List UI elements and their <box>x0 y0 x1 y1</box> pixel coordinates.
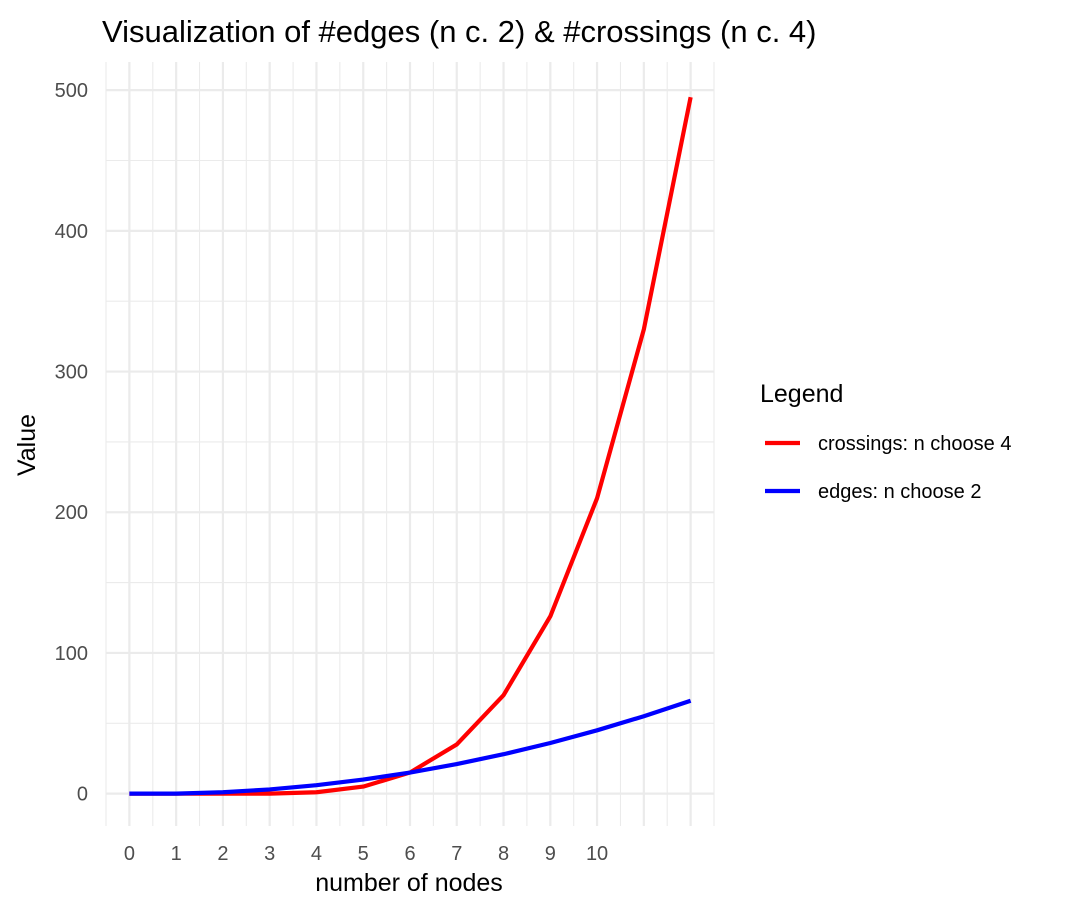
x-axis-title: number of nodes <box>315 869 503 897</box>
x-tick-label: 3 <box>264 843 275 865</box>
series-lines <box>129 96 693 796</box>
y-tick-label: 500 <box>55 80 88 102</box>
y-tick-label: 0 <box>77 784 88 806</box>
legend-label: edges: n choose 2 <box>818 481 981 503</box>
x-axis-ticks: 0 1 2 3 4 5 6 7 8 9 10 <box>124 843 608 865</box>
legend-label: crossings: n choose 4 <box>818 433 1011 455</box>
x-tick-label: 7 <box>451 843 462 865</box>
x-tick-label: 9 <box>545 843 556 865</box>
x-tick-label: 2 <box>217 843 228 865</box>
x-tick-label: 1 <box>171 843 182 865</box>
x-tick-label: 0 <box>124 843 135 865</box>
chart-title: Visualization of #edges (n c. 2) & #cros… <box>102 14 817 49</box>
y-tick-label: 400 <box>55 221 88 243</box>
legend-items: crossings: n choose 4 edges: n choose 2 <box>765 433 1011 503</box>
y-axis-ticks: 0 100 200 300 400 500 <box>55 80 88 805</box>
x-tick-label: 4 <box>311 843 322 865</box>
y-tick-label: 100 <box>55 643 88 665</box>
x-tick-label: 8 <box>498 843 509 865</box>
major-gridlines <box>106 62 714 826</box>
y-tick-label: 300 <box>55 362 88 384</box>
x-tick-label: 6 <box>404 843 415 865</box>
y-tick-label: 200 <box>55 502 88 524</box>
y-axis-title: Value <box>13 414 41 476</box>
x-tick-label: 10 <box>586 843 608 865</box>
x-tick-label: 5 <box>358 843 369 865</box>
legend-title: Legend <box>760 380 843 408</box>
legend: Legend crossings: n choose 4 edges: n cho… <box>760 380 1011 503</box>
series-line-edges <box>129 698 692 796</box>
